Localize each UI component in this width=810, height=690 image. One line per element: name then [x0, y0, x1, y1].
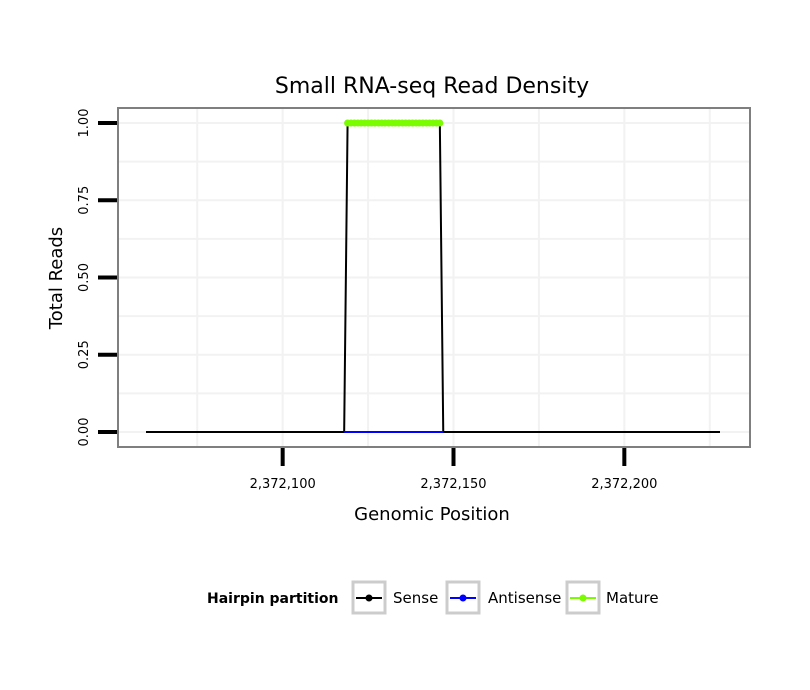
x-axis-title: Genomic Position	[354, 504, 510, 525]
legend-item-antisense: Antisense	[445, 580, 561, 615]
data-point-mature	[436, 119, 444, 127]
legend-label: Antisense	[488, 589, 561, 607]
legend-key-point	[365, 594, 373, 602]
y-tick-label: 0.25	[77, 340, 92, 369]
y-axis-title: Total Reads	[46, 227, 67, 330]
x-tick-label: 2,372,200	[591, 477, 657, 492]
legend-label: Mature	[606, 589, 659, 607]
plot-panel-border	[117, 107, 751, 448]
y-axis: 0.00 0.25 0.50 0.75 1.00	[77, 109, 117, 447]
legend-key-point	[459, 594, 467, 602]
legend-key-point	[579, 594, 587, 602]
x-axis: 2,372,100 2,372,150 2,372,200	[250, 448, 657, 492]
legend-item-sense: Sense	[351, 580, 438, 615]
y-tick-label: 0.00	[77, 418, 92, 447]
legend-item-mature: Mature	[565, 580, 659, 615]
series-layer	[146, 119, 720, 433]
y-tick-label: 0.50	[77, 263, 92, 292]
legend-title: Hairpin partition	[207, 591, 338, 607]
chart-title: Small RNA-seq Read Density	[275, 74, 589, 99]
legend: Hairpin partition Sense Antisense Mature	[207, 580, 659, 615]
legend-label: Sense	[393, 589, 438, 607]
y-tick-label: 1.00	[77, 109, 92, 138]
grid	[118, 108, 750, 447]
x-tick-label: 2,372,150	[420, 477, 486, 492]
x-tick-label: 2,372,100	[250, 477, 316, 492]
y-tick-label: 0.75	[77, 186, 92, 215]
